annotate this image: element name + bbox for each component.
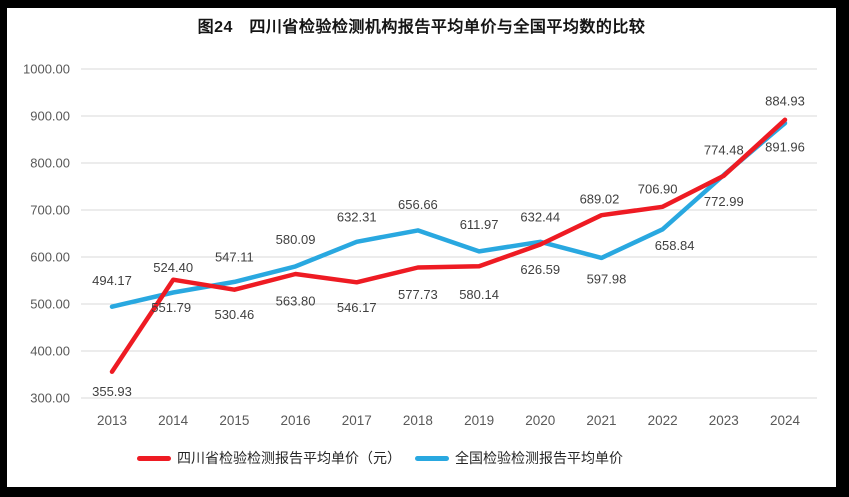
x-axis-tick-label: 2017 [342,413,372,428]
data-label: 524.40 [153,260,193,275]
data-label: 551.79 [151,300,191,315]
data-label: 772.99 [704,194,744,209]
data-label: 658.84 [655,238,695,253]
x-axis-tick-label: 2020 [525,413,555,428]
data-label: 577.73 [398,287,438,302]
sichuan-line-swatch-icon [137,455,171,461]
chart-title: 图24 四川省检验检测机构报告平均单价与全国平均数的比较 [197,19,646,36]
data-label: 355.93 [92,384,132,399]
x-axis-tick-label: 2024 [770,413,801,428]
x-axis-tick-label: 2015 [219,413,249,428]
legend-label-national: 全国检验检测报告平均单价 [455,450,623,466]
x-axis-tick-label: 2021 [586,413,616,428]
series-line [109,117,788,374]
x-axis-tick-label: 2018 [403,413,433,428]
chart-canvas [7,8,836,487]
data-label: 580.14 [459,287,499,302]
data-label: 656.66 [398,197,438,212]
x-axis-tick-label: 2019 [464,413,494,428]
legend-label-sichuan: 四川省检验检测报告平均单价（元） [177,450,401,466]
data-label: 626.59 [520,262,560,277]
legend-item-sichuan: 四川省检验检测报告平均单价（元） [137,448,401,468]
y-axis-tick-label: 1000.00 [23,62,70,77]
data-label: 547.11 [215,249,254,264]
x-axis-tick-label: 2016 [281,413,311,428]
data-label: 689.02 [580,192,620,207]
y-axis-tick-label: 300.00 [30,391,70,406]
data-label: 494.17 [92,273,132,288]
x-axis-tick-label: 2023 [709,413,739,428]
data-label: 611.97 [460,217,499,232]
y-axis-tick-label: 400.00 [30,344,70,359]
national-line-swatch-icon [415,455,449,461]
legend: 四川省检验检测报告平均单价（元） 全国检验检测报告平均单价 [137,448,623,468]
data-label: 530.46 [214,307,254,322]
data-label: 632.31 [337,209,377,224]
data-label: 632.44 [520,209,560,224]
data-label: 884.93 [765,94,805,109]
data-label: 597.98 [587,271,627,286]
data-label: 563.80 [276,294,316,309]
x-axis-tick-label: 2013 [97,413,127,428]
y-axis-tick-label: 800.00 [30,156,70,171]
data-label: 774.48 [704,142,744,157]
y-axis-tick-label: 500.00 [30,297,70,312]
data-label: 580.09 [276,232,316,247]
data-label: 706.90 [638,181,678,196]
data-label: 546.17 [337,300,377,315]
series-line [109,120,788,309]
x-axis-tick-label: 2022 [648,413,678,428]
y-axis-tick-label: 900.00 [30,109,70,124]
y-axis-tick-label: 600.00 [30,250,70,265]
data-label: 891.96 [765,139,805,154]
legend-item-national: 全国检验检测报告平均单价 [415,448,623,468]
y-axis-tick-label: 700.00 [30,203,70,218]
x-axis-tick-label: 2014 [158,413,189,428]
